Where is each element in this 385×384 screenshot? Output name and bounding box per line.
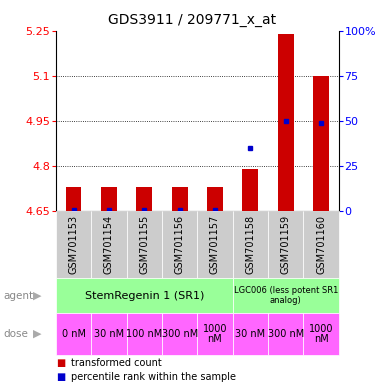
Bar <box>233 211 268 278</box>
Text: ▶: ▶ <box>33 329 41 339</box>
Text: agent: agent <box>4 291 34 301</box>
Bar <box>243 169 258 211</box>
Text: 0 nM: 0 nM <box>62 329 85 339</box>
Text: GSM701154: GSM701154 <box>104 215 114 274</box>
Text: dose: dose <box>4 329 29 339</box>
Bar <box>197 313 233 355</box>
Bar <box>268 211 303 278</box>
Text: LGC006 (less potent SR1
analog): LGC006 (less potent SR1 analog) <box>234 286 338 305</box>
Bar <box>197 211 233 278</box>
Text: ■: ■ <box>56 372 65 382</box>
Text: GDS3911 / 209771_x_at: GDS3911 / 209771_x_at <box>109 13 276 27</box>
Bar <box>127 313 162 355</box>
Bar <box>233 278 339 313</box>
Text: transformed count: transformed count <box>71 358 162 368</box>
Text: ■: ■ <box>56 358 65 368</box>
Text: 100 nM: 100 nM <box>126 329 162 339</box>
Bar <box>162 313 197 355</box>
Text: GSM701153: GSM701153 <box>69 215 79 274</box>
Bar <box>313 76 329 211</box>
Bar <box>56 313 91 355</box>
Bar <box>127 211 162 278</box>
Bar <box>278 34 294 211</box>
Bar <box>268 313 303 355</box>
Bar <box>56 278 233 313</box>
Bar <box>303 313 339 355</box>
Text: 30 nM: 30 nM <box>94 329 124 339</box>
Text: ▶: ▶ <box>33 291 41 301</box>
Bar <box>56 211 91 278</box>
Bar <box>91 211 127 278</box>
Text: GSM701159: GSM701159 <box>281 215 291 274</box>
Bar <box>303 211 339 278</box>
Text: 1000
nM: 1000 nM <box>309 324 333 344</box>
Text: percentile rank within the sample: percentile rank within the sample <box>71 372 236 382</box>
Bar <box>91 313 127 355</box>
Bar <box>172 187 187 211</box>
Bar <box>233 313 268 355</box>
Text: GSM701156: GSM701156 <box>175 215 185 274</box>
Bar <box>162 211 197 278</box>
Bar <box>136 187 152 211</box>
Text: 1000
nM: 1000 nM <box>203 324 227 344</box>
Text: 30 nM: 30 nM <box>235 329 265 339</box>
Text: 300 nM: 300 nM <box>161 329 198 339</box>
Text: GSM701160: GSM701160 <box>316 215 326 274</box>
Text: GSM701155: GSM701155 <box>139 215 149 275</box>
Text: 300 nM: 300 nM <box>268 329 304 339</box>
Bar <box>207 187 223 211</box>
Bar <box>101 187 117 211</box>
Text: GSM701158: GSM701158 <box>245 215 255 274</box>
Bar <box>65 187 82 211</box>
Text: GSM701157: GSM701157 <box>210 215 220 275</box>
Text: StemRegenin 1 (SR1): StemRegenin 1 (SR1) <box>85 291 204 301</box>
